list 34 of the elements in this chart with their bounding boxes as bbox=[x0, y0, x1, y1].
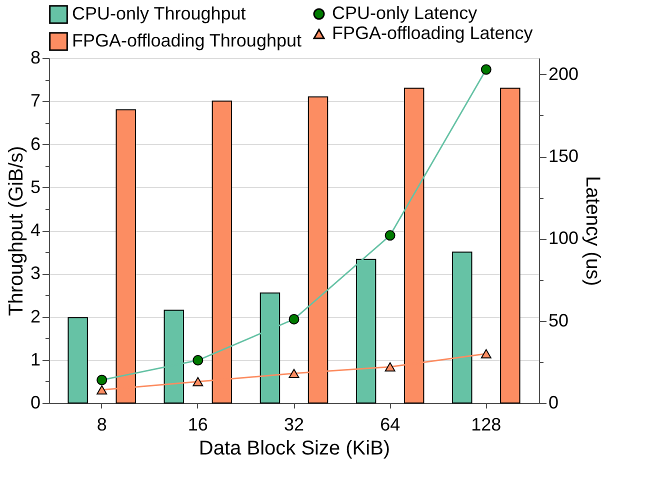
legend-label: FPGA-offloading Throughput bbox=[72, 30, 302, 50]
y-tick-label: 3 bbox=[30, 263, 40, 284]
x-tick-label: 32 bbox=[284, 414, 304, 434]
y2-tick-label: 0 bbox=[548, 392, 559, 412]
x-tick-label: 16 bbox=[188, 414, 208, 434]
x-tick-label: 8 bbox=[96, 414, 107, 434]
y2-tick-label: 100 bbox=[548, 228, 579, 248]
x-tick-label: 64 bbox=[380, 414, 400, 434]
x-tick-label: 128 bbox=[471, 414, 502, 434]
y2-tick-label: 150 bbox=[548, 146, 579, 166]
x-axis-title: Data Block Size (KiB) bbox=[198, 438, 390, 460]
point bbox=[384, 362, 396, 372]
bar bbox=[452, 252, 472, 404]
legend-label: CPU-only Latency bbox=[332, 3, 478, 23]
y-tick-label: 5 bbox=[30, 176, 40, 197]
y2-axis-title: Latency (us) bbox=[582, 176, 604, 286]
bar bbox=[500, 88, 520, 404]
y2-tick-label: 50 bbox=[548, 310, 569, 330]
legend-label: FPGA-offloading Latency bbox=[332, 23, 533, 43]
point bbox=[480, 349, 492, 358]
y-tick-label: 0 bbox=[30, 392, 40, 412]
legend-label: CPU-only Throughput bbox=[72, 4, 246, 24]
y-tick-label: 4 bbox=[30, 220, 40, 240]
point bbox=[192, 377, 204, 386]
y-tick-label: 2 bbox=[30, 306, 40, 326]
y-tick-label: 7 bbox=[30, 90, 40, 111]
point bbox=[288, 368, 300, 378]
y2-tick-label: 200 bbox=[548, 64, 579, 84]
bar bbox=[68, 317, 88, 404]
y-tick-label: 6 bbox=[30, 134, 40, 154]
y-axis-title: Throughput (GiB/s) bbox=[5, 146, 28, 316]
y-tick-label: 8 bbox=[30, 48, 40, 68]
point bbox=[96, 385, 108, 394]
y-tick-label: 1 bbox=[30, 349, 40, 370]
